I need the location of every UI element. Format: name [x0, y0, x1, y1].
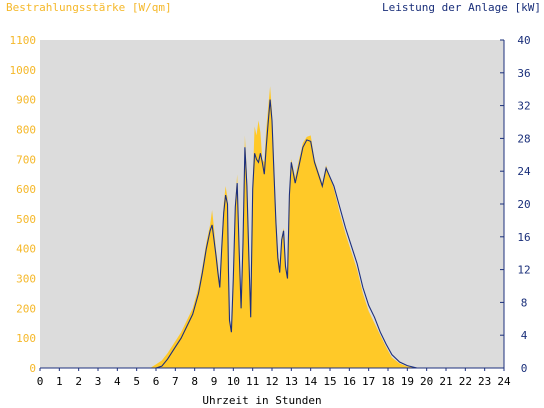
right-tick-label: 40 [517, 34, 530, 47]
right-tick-label: 4 [521, 329, 528, 342]
right-tick-label: 32 [517, 100, 530, 113]
x-tick-label: 15 [323, 375, 336, 388]
power-line [40, 99, 504, 369]
left-tick-label: 0 [29, 362, 36, 375]
x-tick-label: 0 [37, 375, 44, 388]
left-tick-label: 800 [16, 123, 36, 136]
right-tick-label: 28 [517, 132, 530, 145]
x-tick-label: 14 [304, 375, 318, 388]
x-tick-label: 18 [381, 375, 394, 388]
x-tick-label: 2 [75, 375, 82, 388]
left-tick-label: 1100 [10, 34, 37, 47]
left-tick-label: 200 [16, 302, 36, 315]
x-tick-label: 10 [227, 375, 240, 388]
left-tick-label: 900 [16, 94, 36, 107]
left-axis-ticks: 0 100 200 300 400 500 600 700 800 900 1000 1100 [10, 34, 37, 375]
x-tick-label: 1 [56, 375, 63, 388]
right-tick-label: 24 [517, 165, 531, 178]
x-tick-label: 7 [172, 375, 179, 388]
x-tick-label: 5 [133, 375, 140, 388]
x-tick-label: 24 [497, 375, 511, 388]
right-tick-label: 16 [517, 231, 530, 244]
x-tick-label: 16 [343, 375, 356, 388]
left-tick-label: 300 [16, 273, 36, 286]
x-tick-label: 23 [478, 375, 491, 388]
x-tick-label: 9 [211, 375, 218, 388]
x-tick-label: 3 [95, 375, 102, 388]
x-tick-label: 20 [420, 375, 433, 388]
x-axis-title: Uhrzeit in Stunden [202, 394, 321, 407]
left-tick-label: 700 [16, 153, 36, 166]
left-tick-label: 600 [16, 183, 36, 196]
right-tick-label: 12 [517, 264, 530, 277]
x-tick-label: 21 [439, 375, 452, 388]
x-tick-label: 17 [362, 375, 375, 388]
right-axis-title: Leistung der Anlage [kW] [382, 1, 541, 14]
irradiance-area [40, 86, 504, 368]
x-tick-label: 13 [285, 375, 298, 388]
left-tick-label: 100 [16, 332, 36, 345]
x-tick-label: 8 [191, 375, 198, 388]
series-layer [40, 86, 504, 369]
right-axis-ticks: 0 4 8 12 16 20 24 28 32 36 40 [500, 34, 531, 375]
x-tick-label: 22 [459, 375, 472, 388]
x-tick-label: 19 [401, 375, 414, 388]
left-axis-title: Bestrahlungsstärke [W/qm] [6, 1, 172, 14]
x-axis-ticks: 0 1 2 3 4 5 6 7 8 9 10 11 12 13 14 15 16 17 18 19 20 21 22 23 24 [37, 368, 511, 388]
right-tick-label: 0 [521, 362, 528, 375]
left-tick-label: 400 [16, 243, 36, 256]
right-tick-label: 20 [517, 198, 530, 211]
right-tick-label: 36 [517, 67, 530, 80]
x-tick-label: 12 [265, 375, 278, 388]
left-tick-label: 500 [16, 213, 36, 226]
left-tick-label: 1000 [10, 64, 37, 77]
x-tick-label: 4 [114, 375, 121, 388]
right-tick-label: 8 [521, 296, 528, 309]
x-tick-label: 6 [153, 375, 160, 388]
x-tick-label: 11 [246, 375, 259, 388]
